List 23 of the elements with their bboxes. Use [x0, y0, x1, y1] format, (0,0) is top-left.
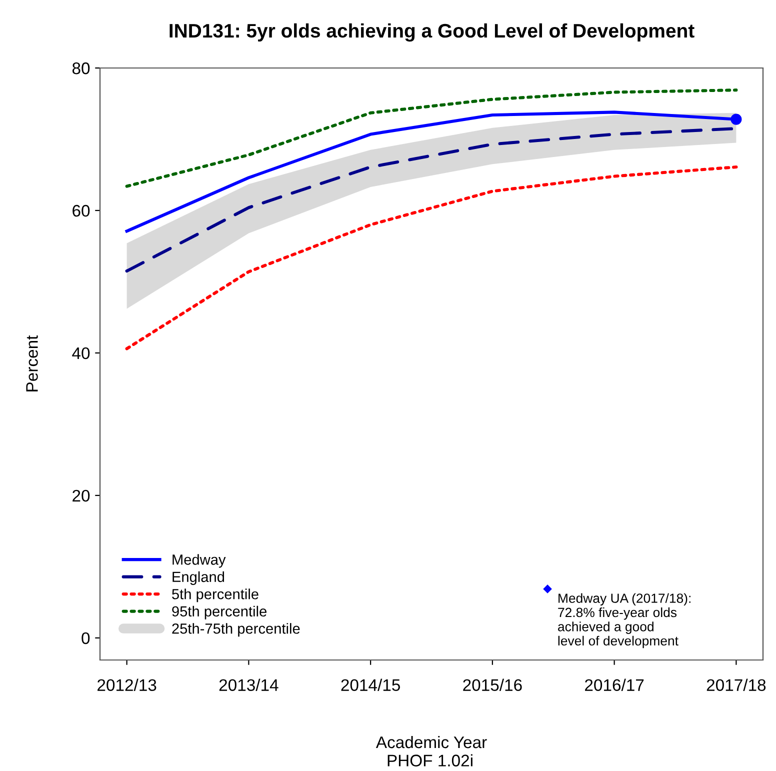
x-tick-label: 2012/13: [98, 678, 156, 691]
legend-label: England: [172, 571, 224, 585]
legend-label: Medway: [172, 554, 226, 568]
x-tick-label: 2014/15: [341, 678, 400, 691]
legend-label: 5th percentile: [172, 588, 258, 602]
y-tick-label: 40: [72, 347, 90, 360]
line-series: [125, 88, 738, 188]
line-series: [125, 165, 738, 350]
x-tick-label: 2017/18: [706, 678, 766, 691]
y-tick-label: 0: [82, 632, 90, 644]
legend-label: 25th-75th percentile: [172, 623, 300, 637]
text: PHOF 1.02i: [388, 754, 472, 766]
x-tick-label: 2016/17: [585, 678, 644, 691]
annotation: Medway UA (2017/18): 72.8% five-year olds achieved a good level of development: [558, 593, 690, 648]
y-tick-label: 20: [72, 490, 90, 502]
y-axis-title: Percent: [26, 335, 38, 392]
chart-title: IND131: 5yr olds achieving a Good Level of Development: [170, 23, 694, 42]
y-tick-label: 60: [72, 204, 90, 217]
x-tick-label: 2013/14: [219, 678, 278, 691]
y-tick-label: 80: [72, 62, 90, 74]
x-axis-title: Academic Year: [376, 736, 487, 748]
x-tick-label: 2015/16: [463, 678, 522, 691]
legend-label: 95th percentile: [172, 606, 266, 620]
